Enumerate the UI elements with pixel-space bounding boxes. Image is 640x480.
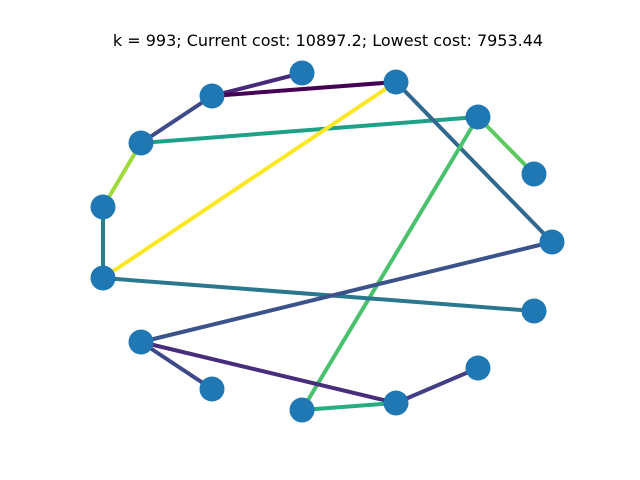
graph-node-n3 <box>383 69 409 95</box>
node-layer <box>90 60 565 423</box>
graph-node-n6 <box>90 265 116 291</box>
edge-n2-n1 <box>211 71 303 98</box>
edge-n2-n4 <box>139 94 214 145</box>
graph-node-n9 <box>128 329 154 355</box>
graph-node-n14 <box>289 397 315 423</box>
edge-n2-n3 <box>211 80 397 98</box>
graph-node-n15 <box>521 161 547 187</box>
edge-n0-n15 <box>476 115 536 176</box>
graph-node-n7 <box>539 229 565 255</box>
graph-node-n1 <box>289 60 315 86</box>
graph-node-n5 <box>90 194 116 220</box>
graph-node-n0 <box>465 104 491 130</box>
edge-n13-n12 <box>395 366 479 405</box>
edge-n3-n7 <box>394 80 554 244</box>
edge-n6-n8 <box>102 276 535 313</box>
edge-n14-n13 <box>301 401 397 412</box>
graph-title: k = 993; Current cost: 10897.2; Lowest c… <box>112 31 544 50</box>
graph-node-n8 <box>521 298 547 324</box>
graph-node-n2 <box>199 83 225 109</box>
edge-n0-n14 <box>300 115 480 412</box>
graph-node-n4 <box>128 130 154 156</box>
edge-n3-n6 <box>101 80 398 280</box>
edge-n9-n13 <box>140 340 397 405</box>
graph-node-n12 <box>465 355 491 381</box>
edge-n9-n7 <box>140 240 553 344</box>
edge-layer <box>101 71 554 412</box>
graph-node-n13 <box>383 390 409 416</box>
graph-node-n10 <box>199 376 225 402</box>
edge-n9-n10 <box>139 340 214 391</box>
edge-n4-n0 <box>140 115 479 145</box>
